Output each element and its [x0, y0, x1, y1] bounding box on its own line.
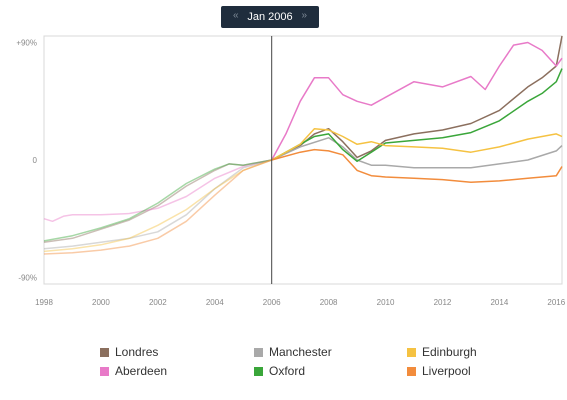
series-line-edinburgh-before[interactable] [43, 159, 272, 253]
legend-item-oxford[interactable]: Oxford [254, 364, 305, 378]
x-tick-label: 2016 [547, 298, 565, 307]
x-tick-label: 2008 [320, 298, 338, 307]
series-line-manchester-after[interactable] [271, 137, 563, 169]
x-tick-label: 2004 [206, 298, 224, 307]
series-line-liverpool-after[interactable] [271, 148, 563, 183]
legend-item-manchester[interactable]: Manchester [254, 345, 332, 359]
x-tick-label: 2002 [149, 298, 167, 307]
series-line-londres-before[interactable] [43, 159, 272, 243]
date-slider-label: Jan 2006 [247, 11, 293, 23]
legend-label: Aberdeen [115, 364, 168, 378]
legend-swatch [407, 347, 416, 357]
x-tick-label: 2006 [263, 298, 281, 307]
legend-label: Liverpool [422, 364, 471, 378]
legend-swatch [100, 347, 109, 357]
series-line-edinburgh-after[interactable] [271, 127, 563, 161]
legend-swatch [100, 366, 109, 376]
x-tick-label: 2014 [490, 298, 508, 307]
legend-label: Manchester [269, 345, 332, 359]
legend-label: Edinburgh [422, 345, 477, 359]
double-chevron-right-icon[interactable]: » [301, 10, 307, 21]
series-line-manchester-before[interactable] [43, 159, 272, 250]
plot-frame [43, 35, 563, 285]
y-tick-label: -90% [18, 273, 37, 282]
x-tick-label: 1998 [35, 298, 53, 307]
series-line-oxford-after[interactable] [271, 68, 563, 163]
double-chevron-left-icon[interactable]: « [233, 10, 239, 21]
series-line-oxford-before[interactable] [43, 159, 272, 242]
x-tick-label: 2000 [92, 298, 110, 307]
series-line-aberdeen-before[interactable] [43, 159, 272, 223]
series-line-liverpool-before[interactable] [43, 159, 272, 255]
legend-swatch [254, 366, 263, 376]
date-slider-control[interactable]: « Jan 2006 » [221, 6, 319, 28]
legend-swatch [254, 347, 263, 357]
legend-item-liverpool[interactable]: Liverpool [407, 364, 471, 378]
x-tick-label: 2012 [434, 298, 452, 307]
line-chart: +90% 0 -90% 1998 2000 2002 2004 2006 2008 2010 20… [16, 35, 566, 307]
series-line-londres-after[interactable] [271, 35, 563, 161]
legend: Londres Aberdeen Manchester Oxford Edinburgh… [0, 345, 567, 385]
series-line-aberdeen-after[interactable] [271, 41, 563, 161]
legend-swatch [407, 366, 416, 376]
y-tick-label: 0 [33, 156, 38, 165]
legend-item-aberdeen[interactable]: Aberdeen [100, 364, 167, 378]
legend-item-londres[interactable]: Londres [100, 345, 158, 359]
legend-label: Londres [115, 345, 159, 359]
x-tick-label: 2010 [377, 298, 395, 307]
legend-item-edinburgh[interactable]: Edinburgh [407, 345, 477, 359]
legend-label: Oxford [269, 364, 306, 378]
y-tick-label: +90% [16, 39, 37, 48]
